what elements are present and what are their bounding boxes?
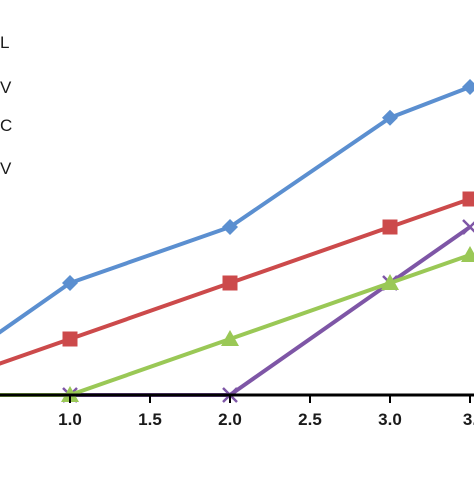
square-marker [463, 192, 474, 207]
series-diamond [0, 79, 474, 339]
legend-entry-label: V [0, 159, 12, 178]
legend-entry-label: L [0, 33, 9, 52]
x-tick-label: 2.5 [298, 410, 322, 429]
x-tick-label: 3.0 [378, 410, 402, 429]
series-x [0, 220, 474, 402]
square-marker [63, 332, 78, 347]
legend-entry-label: C [0, 116, 12, 135]
x-tick-label: 3. [463, 410, 474, 429]
series-layer [0, 79, 474, 402]
x-tick-label: 1.0 [58, 410, 82, 429]
series-line [0, 87, 470, 339]
x-tick-label: 1.5 [138, 410, 162, 429]
diamond-marker [462, 79, 474, 95]
square-marker [383, 220, 398, 235]
x-tick-label: 2.0 [218, 410, 242, 429]
triangle-marker [461, 246, 474, 262]
legend-entry-label: V [0, 78, 12, 97]
series-triangle [0, 246, 474, 402]
x-marker [463, 220, 474, 234]
series-line [0, 227, 470, 395]
square-marker [223, 276, 238, 291]
